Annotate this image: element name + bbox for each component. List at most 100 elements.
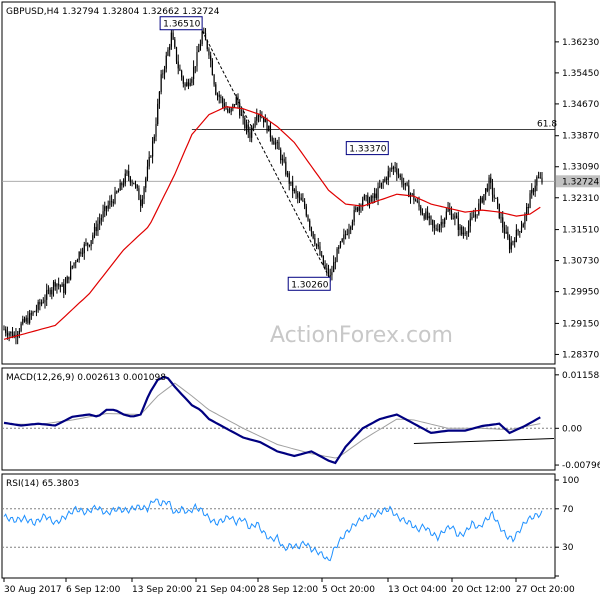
candle-body bbox=[462, 232, 465, 235]
candle-body bbox=[271, 137, 273, 142]
candle-body bbox=[155, 123, 157, 137]
candle-body bbox=[338, 247, 340, 250]
candle-body bbox=[329, 275, 331, 277]
candle-body bbox=[273, 141, 275, 145]
candle-body bbox=[117, 190, 120, 193]
candle-body bbox=[111, 200, 113, 202]
candle-body bbox=[445, 211, 447, 219]
candle-body bbox=[365, 195, 367, 197]
candle-body bbox=[471, 216, 473, 219]
candle-body bbox=[348, 229, 350, 234]
candle-body bbox=[237, 96, 239, 105]
x-axis: 30 Aug 2017 6 Sep 12:00 13 Sep 20:00 21 Sep… bbox=[3, 578, 575, 595]
candle-body bbox=[242, 114, 244, 118]
candle-body bbox=[169, 46, 171, 50]
candle-body bbox=[220, 97, 222, 99]
candle-body bbox=[461, 226, 463, 235]
candle-body bbox=[109, 200, 111, 206]
candle-body bbox=[394, 167, 396, 169]
candle-body bbox=[466, 232, 468, 234]
candle-body bbox=[203, 31, 205, 34]
candle-body bbox=[49, 289, 51, 295]
x-tick-label: 6 Sep 12:00 bbox=[66, 585, 121, 595]
candle-body bbox=[514, 241, 516, 243]
candle-body bbox=[317, 244, 319, 247]
candle-body bbox=[97, 223, 99, 232]
candle-body bbox=[75, 262, 77, 263]
candle-body bbox=[374, 193, 376, 199]
candle-body bbox=[526, 207, 528, 215]
candle-body bbox=[486, 188, 488, 191]
candle-body bbox=[324, 264, 326, 269]
candle-body bbox=[430, 216, 432, 220]
candle-body bbox=[541, 177, 543, 183]
candle-body bbox=[307, 215, 309, 221]
candle-body bbox=[415, 200, 417, 202]
candle-body bbox=[143, 187, 145, 199]
candle-body bbox=[138, 188, 140, 200]
candle-body bbox=[527, 207, 529, 209]
candle-body bbox=[263, 117, 265, 123]
candle-body bbox=[411, 193, 413, 195]
candle-body bbox=[140, 199, 142, 206]
x-tick-label: 5 Oct 20:00 bbox=[322, 585, 375, 595]
candle-body bbox=[34, 311, 36, 313]
candle-body bbox=[218, 94, 220, 98]
candle-body bbox=[322, 255, 324, 265]
watermark: ActionForex.com bbox=[270, 323, 453, 348]
candle-body bbox=[353, 210, 355, 222]
candle-body bbox=[505, 231, 507, 234]
candle-body bbox=[321, 254, 323, 256]
macd-line bbox=[3, 375, 541, 465]
candle-body bbox=[536, 176, 538, 186]
candle-body bbox=[56, 283, 58, 287]
candle-body bbox=[264, 118, 266, 123]
candle-body bbox=[396, 168, 398, 175]
macd-title: MACD(12,26,9) 0.002613 0.001098 bbox=[6, 373, 166, 383]
candle-body bbox=[249, 132, 251, 138]
price-y-tick-label: 1.32310 bbox=[562, 194, 599, 204]
candle-body bbox=[68, 276, 70, 280]
candle-body bbox=[473, 216, 475, 218]
candle-body bbox=[76, 259, 79, 263]
candle-body bbox=[150, 156, 152, 158]
price-y-tick-label: 1.29150 bbox=[562, 319, 599, 329]
candle-body bbox=[344, 234, 347, 236]
candle-body bbox=[256, 115, 258, 121]
candle-body bbox=[116, 191, 118, 193]
candle-body bbox=[485, 188, 487, 195]
candle-body bbox=[177, 61, 179, 69]
candle-body bbox=[189, 82, 191, 86]
annotation-box bbox=[159, 16, 203, 31]
candle-body bbox=[90, 240, 92, 247]
macd-panel-frame bbox=[1, 367, 556, 471]
candle-body bbox=[537, 176, 540, 178]
candle-body bbox=[435, 228, 437, 230]
candle-body bbox=[187, 82, 190, 86]
candle-body bbox=[251, 127, 253, 138]
candle-body bbox=[302, 200, 304, 202]
candle-body bbox=[257, 115, 260, 116]
candle-body bbox=[379, 186, 381, 188]
candle-body bbox=[384, 178, 386, 182]
candle-body bbox=[81, 253, 84, 254]
candle-body bbox=[362, 199, 364, 207]
candle-body bbox=[61, 284, 63, 287]
candle-body bbox=[83, 244, 85, 254]
candle-body bbox=[64, 283, 67, 294]
candle-body bbox=[232, 104, 234, 109]
candle-body bbox=[20, 323, 22, 331]
candle-body bbox=[210, 55, 212, 61]
candle-body bbox=[438, 225, 441, 230]
candle-body bbox=[58, 283, 60, 286]
candle-body bbox=[145, 178, 147, 188]
candle-body bbox=[29, 313, 31, 323]
candle-body bbox=[467, 226, 470, 233]
candle-body bbox=[228, 111, 231, 113]
candle-body bbox=[247, 124, 249, 133]
candle-body bbox=[222, 98, 224, 104]
candle-body bbox=[30, 313, 32, 315]
candle-body bbox=[213, 74, 215, 85]
candle-body bbox=[495, 197, 497, 199]
